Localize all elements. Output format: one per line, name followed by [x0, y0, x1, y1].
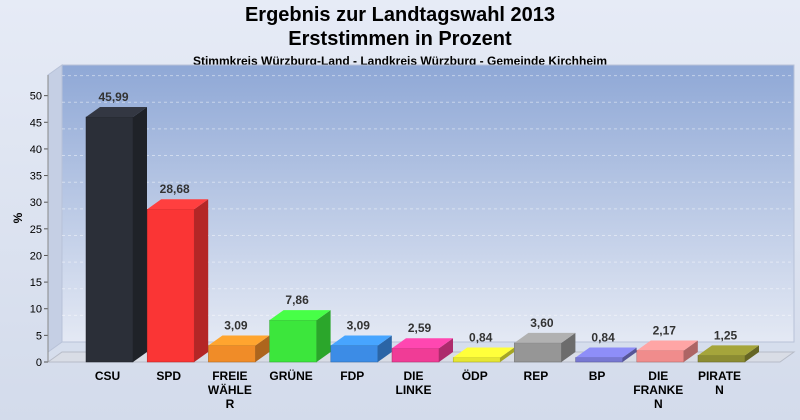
bar-diefranken — [636, 340, 698, 363]
bar-top — [453, 347, 515, 358]
category-label: REP — [524, 369, 549, 383]
category-label: CSU — [95, 369, 120, 383]
bar-top — [330, 335, 392, 346]
category-label: PIRATE N — [698, 369, 741, 397]
value-label: 1,25 — [714, 328, 738, 342]
bar-front — [146, 208, 195, 363]
chart-title: Ergebnis zur Landtagswahl 2013 — [244, 4, 556, 26]
category-label: SPD — [156, 369, 181, 383]
value-label: 2,59 — [408, 321, 432, 335]
y-tick-label: 35 — [30, 171, 42, 183]
bar-side — [500, 347, 515, 362]
category-label: GRÜNE — [269, 368, 312, 383]
bar-front — [636, 350, 685, 363]
chart-subtitle: Erststimmen in Prozent — [288, 28, 512, 50]
y-tick-label: 5 — [36, 330, 42, 342]
bar-side — [377, 335, 392, 362]
bar-top — [575, 347, 637, 358]
bar-rep — [514, 332, 576, 363]
bar-front — [269, 319, 317, 363]
bar-freiewähler — [208, 335, 270, 363]
category-label: BP — [589, 369, 606, 383]
bar-top — [86, 107, 147, 118]
bar-side — [745, 345, 759, 362]
bar-top — [208, 335, 270, 346]
bar-top — [392, 338, 453, 349]
bar-side — [683, 340, 698, 362]
bar-spd — [146, 199, 209, 363]
bar-side — [255, 335, 270, 362]
value-label: 0,84 — [591, 331, 615, 345]
value-label: 0,84 — [469, 331, 493, 345]
bar-front — [697, 355, 746, 363]
value-label: 28,68 — [160, 182, 190, 196]
bar-top — [514, 332, 576, 343]
bar-grüne — [269, 310, 331, 363]
bar-front — [575, 357, 623, 363]
plot-side-wall — [47, 64, 63, 353]
bar-top — [147, 199, 209, 210]
y-tick-label: 40 — [30, 144, 42, 156]
bar-side — [194, 199, 209, 362]
category-label: DIE FRANKE N — [633, 369, 683, 411]
bar-top — [636, 340, 698, 351]
bar-side — [439, 338, 453, 362]
category-label: ÖDP — [462, 368, 488, 383]
bar-front — [330, 345, 379, 363]
y-tick-label: 50 — [30, 91, 42, 103]
value-label: 3,09 — [347, 319, 371, 333]
category-label: DIE LINKE — [396, 369, 432, 397]
bar-side — [561, 332, 576, 362]
bar-front — [391, 347, 440, 363]
bar-side — [133, 107, 147, 363]
bar-side — [622, 347, 637, 362]
category-label: FREIE WÄHLE R — [208, 369, 252, 411]
y-tick-label: 45 — [30, 117, 42, 129]
value-label: 2,17 — [653, 323, 677, 337]
y-tick-label: 30 — [30, 197, 42, 209]
value-label: 45,99 — [98, 90, 128, 104]
bar-piraten — [697, 345, 759, 363]
bar-ödp — [452, 347, 515, 363]
bar-top — [698, 345, 759, 356]
y-tick-label: 15 — [30, 277, 42, 289]
bar-fdp — [330, 335, 392, 363]
y-tick-label: 25 — [30, 224, 42, 236]
bar-front — [452, 357, 501, 363]
bar-front — [208, 345, 256, 363]
y-tick-label: 0 — [36, 357, 42, 369]
y-tick-label: 20 — [30, 250, 42, 262]
bar-front — [514, 342, 562, 363]
bar-front — [85, 116, 134, 363]
value-label: 3,09 — [224, 319, 248, 333]
y-axis-label: % — [11, 212, 25, 223]
category-label: FDP — [340, 369, 364, 383]
value-label: 7,86 — [285, 293, 309, 307]
bar-dielinke — [391, 338, 453, 363]
value-label: 3,60 — [530, 316, 554, 330]
bar-bp — [575, 347, 637, 363]
bar-top — [269, 310, 331, 321]
bar-csu — [85, 107, 147, 363]
bar-side — [316, 310, 331, 362]
y-tick-label: 10 — [30, 304, 42, 316]
